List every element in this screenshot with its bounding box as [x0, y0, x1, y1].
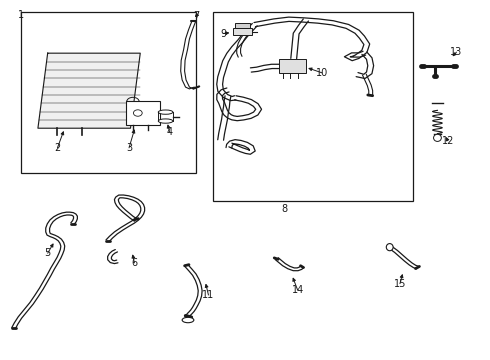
Ellipse shape	[386, 244, 393, 251]
Text: 2: 2	[54, 143, 61, 153]
Bar	[233, 28, 252, 35]
Text: 10: 10	[316, 68, 328, 78]
Text: 12: 12	[441, 136, 454, 146]
Text: 3: 3	[126, 143, 132, 153]
Ellipse shape	[182, 318, 194, 323]
Text: 1: 1	[18, 10, 24, 19]
Bar	[125, 102, 160, 125]
Bar	[213, 12, 413, 202]
Bar	[21, 12, 196, 173]
Ellipse shape	[158, 119, 173, 123]
Text: 8: 8	[281, 204, 287, 214]
Text: 4: 4	[167, 127, 172, 137]
Bar	[279, 59, 306, 73]
Text: 6: 6	[131, 258, 138, 268]
Text: 9: 9	[220, 28, 226, 39]
Polygon shape	[38, 53, 140, 128]
Bar	[235, 23, 250, 28]
Text: 15: 15	[394, 279, 406, 289]
Text: 7: 7	[193, 11, 199, 21]
Text: 5: 5	[45, 248, 51, 258]
Ellipse shape	[434, 134, 441, 141]
Text: 14: 14	[292, 285, 304, 295]
Text: 13: 13	[450, 47, 463, 57]
Ellipse shape	[158, 110, 173, 114]
Text: 11: 11	[202, 290, 215, 300]
